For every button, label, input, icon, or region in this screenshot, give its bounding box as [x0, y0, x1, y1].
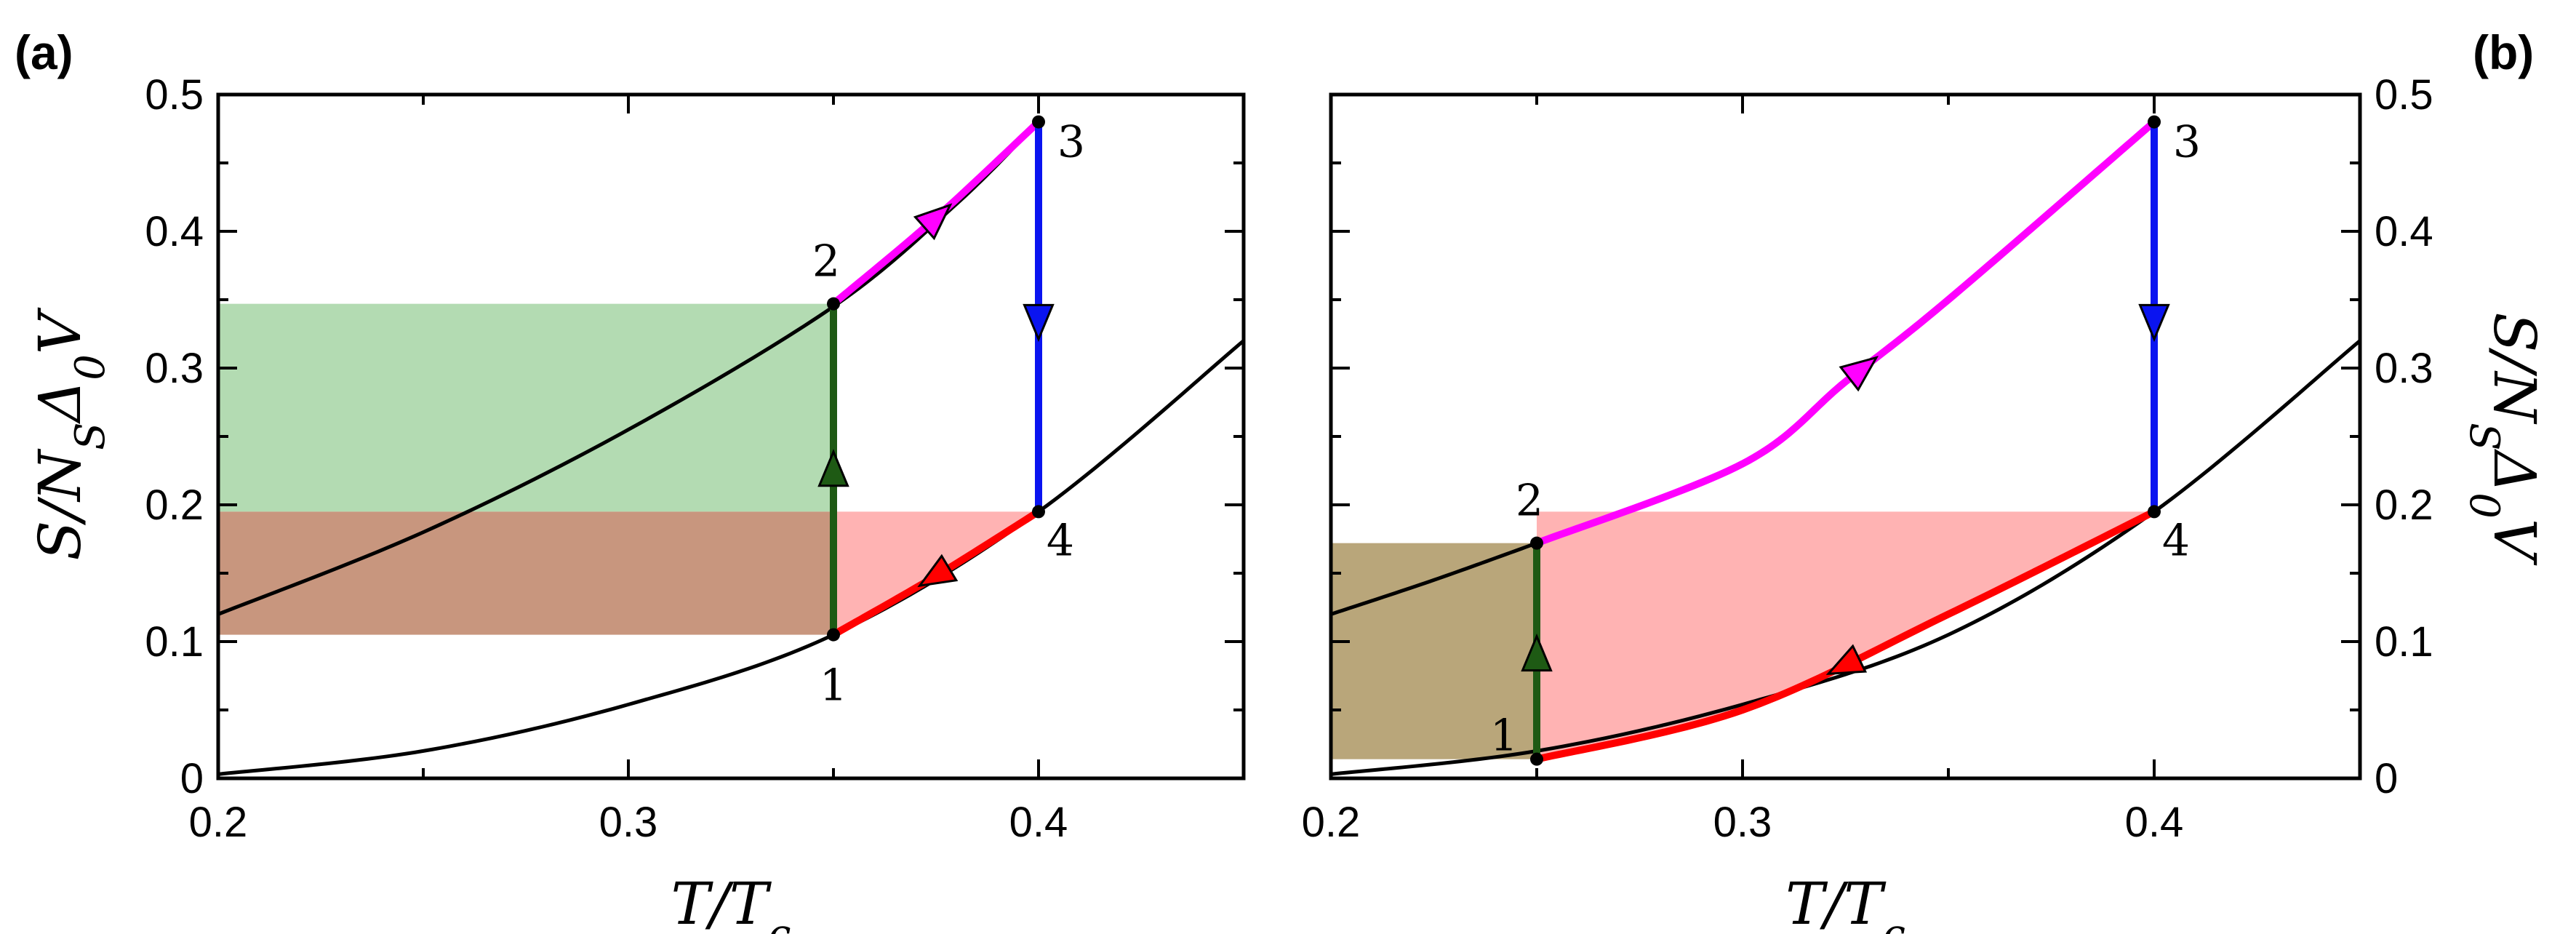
x-tick-label: 0.3: [599, 799, 658, 846]
y-axis-label: S/NSΔ0V: [26, 307, 114, 561]
panel-label: (a): [15, 25, 73, 79]
arrow-4-1: [917, 554, 959, 588]
point-2: [827, 297, 840, 311]
y-tick-label: 0: [2375, 755, 2398, 802]
arrow-2-3: [913, 203, 953, 241]
point-4: [1032, 505, 1045, 519]
x-axis-label: T/Tc: [1785, 870, 1905, 934]
arrow-1-2: [817, 449, 849, 487]
shaded-region: [1537, 511, 2154, 759]
arrow-3-4: [1023, 303, 1055, 343]
point-label-2: 2: [1516, 476, 1543, 527]
y-tick-label: 0.1: [145, 618, 204, 666]
y-tick-label: 0.2: [145, 482, 204, 529]
y-axis-label: S/NSΔ0V: [2461, 312, 2549, 566]
x-tick-label: 0.2: [1302, 799, 1361, 846]
shaded-region: [218, 511, 833, 635]
y-tick-label: 0.5: [2375, 71, 2433, 119]
panel-label: (b): [2473, 25, 2534, 79]
point-3: [2148, 115, 2161, 129]
arrow-2-3: [1839, 356, 1879, 392]
y-tick-label: 0.2: [2375, 482, 2433, 529]
plot-area: [1331, 118, 2360, 776]
arrow-4-1: [1825, 644, 1868, 675]
background-curve: [218, 339, 1244, 776]
point-2: [1530, 536, 1543, 550]
point-3: [1032, 115, 1045, 129]
y-tick-label: 0.4: [145, 208, 204, 255]
y-tick-label: 0.1: [2375, 618, 2433, 666]
point-4: [2148, 505, 2161, 519]
y-tick-label: 0.5: [145, 71, 204, 119]
point-label-3: 3: [1057, 117, 1085, 168]
background-curve: [1331, 541, 1537, 616]
x-tick-label: 0.3: [1713, 799, 1772, 846]
point-label-4: 4: [1047, 515, 1074, 566]
x-axis-label: T/Tc: [671, 870, 791, 934]
point-label-3: 3: [2173, 117, 2201, 168]
x-tick-label: 0.2: [189, 799, 248, 846]
plot-area: [218, 118, 1244, 776]
x-tick-label: 0.4: [1009, 799, 1068, 846]
panel-b: 1 2 3 4 0.2 0.3 0.4 0 0.1 0.2 0.3 0.4 0.5 T/Tc S/NSΔ0V…: [1302, 25, 2548, 934]
point-label-2: 2: [812, 236, 840, 287]
point-1: [827, 628, 840, 642]
point-label-1: 1: [820, 660, 847, 711]
arrow-3-4: [2138, 303, 2170, 343]
panel-a: 1 2 3 4 0.2 0.3 0.4 0 0.1 0.2 0.3 0.4 0.5 T/Tc S/NSΔ0V…: [15, 25, 1246, 934]
point-label-1: 1: [1490, 711, 1518, 762]
shaded-region: [218, 303, 833, 512]
point-label-4: 4: [2162, 515, 2190, 566]
arrow-1-2: [1521, 633, 1553, 672]
y-tick-label: 0.3: [2375, 345, 2433, 392]
y-tick-label: 0.4: [2375, 208, 2433, 255]
cycle-segment-2-3: [1533, 118, 2158, 547]
point-1: [1530, 752, 1543, 766]
background-curve: [1331, 339, 2360, 776]
x-tick-label: 0.4: [2125, 799, 2184, 846]
y-tick-label: 0.3: [145, 345, 204, 392]
y-tick-label: 0: [180, 755, 204, 802]
